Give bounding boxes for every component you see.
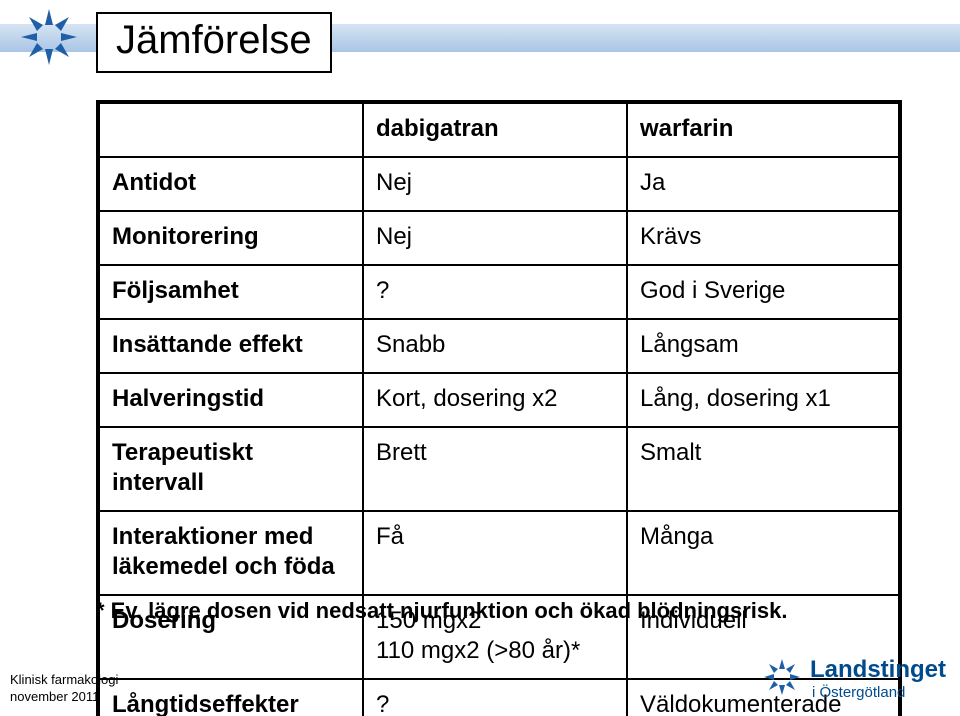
row-label: Följsamhet <box>99 265 363 319</box>
cell-b: Långsam <box>627 319 899 373</box>
footer-logo-icon <box>762 657 802 702</box>
page-title: Jämförelse <box>116 18 312 62</box>
cell-b: Smalt <box>627 427 899 511</box>
cell-b: Ja <box>627 157 899 211</box>
footer-brand-text: Landstinget i Östergötland <box>810 656 946 702</box>
row-label: Halveringstid <box>99 373 363 427</box>
row-label: Insättande effekt <box>99 319 363 373</box>
cell-a: ? <box>363 265 627 319</box>
footer-brand: Landstinget <box>810 656 946 683</box>
header-col-a: dabigatran <box>363 103 627 157</box>
header-col-b: warfarin <box>627 103 899 157</box>
cell-a: Snabb <box>363 319 627 373</box>
row-label: Antidot <box>99 157 363 211</box>
table-row: Insättande effekt Snabb Långsam <box>99 319 899 373</box>
cell-a: Få <box>363 511 627 595</box>
cell-b: Många <box>627 511 899 595</box>
footer-left: Klinisk farmakologi november 2011 <box>10 671 118 706</box>
row-label: Terapeutiskt intervall <box>99 427 363 511</box>
header-empty <box>99 103 363 157</box>
footer-right: Landstinget i Östergötland <box>762 656 946 702</box>
table-row: Följsamhet ? God i Sverige <box>99 265 899 319</box>
footer-left-line1: Klinisk farmakologi <box>10 671 118 689</box>
table-row: Interaktioner med läkemedel och föda Få … <box>99 511 899 595</box>
cell-a: Nej <box>363 211 627 265</box>
slide-root: Jämförelse dabigatran warfarin Antidot N… <box>0 0 960 716</box>
header-logo-icon <box>18 6 80 68</box>
cell-a: Kort, dosering x2 <box>363 373 627 427</box>
row-label: Interaktioner med läkemedel och föda <box>99 511 363 595</box>
table-row: Monitorering Nej Krävs <box>99 211 899 265</box>
cell-a: ? <box>363 679 627 716</box>
row-label: Långtidseffekter <box>99 679 363 716</box>
title-box: Jämförelse <box>96 12 332 73</box>
cell-b: God i Sverige <box>627 265 899 319</box>
header: Jämförelse <box>0 0 960 84</box>
cell-a: Brett <box>363 427 627 511</box>
cell-a: Nej <box>363 157 627 211</box>
cell-b: Krävs <box>627 211 899 265</box>
footnote: * Ev. lägre dosen vid nedsatt njurfunkti… <box>96 598 787 624</box>
table-header-row: dabigatran warfarin <box>99 103 899 157</box>
table-row: Halveringstid Kort, dosering x2 Lång, do… <box>99 373 899 427</box>
cell-b: Lång, dosering x1 <box>627 373 899 427</box>
row-label: Monitorering <box>99 211 363 265</box>
footer-left-line2: november 2011 <box>10 688 118 706</box>
table-row: Terapeutiskt intervall Brett Smalt <box>99 427 899 511</box>
table-row: Antidot Nej Ja <box>99 157 899 211</box>
footer-brand-sub: i Östergötland <box>812 684 905 701</box>
